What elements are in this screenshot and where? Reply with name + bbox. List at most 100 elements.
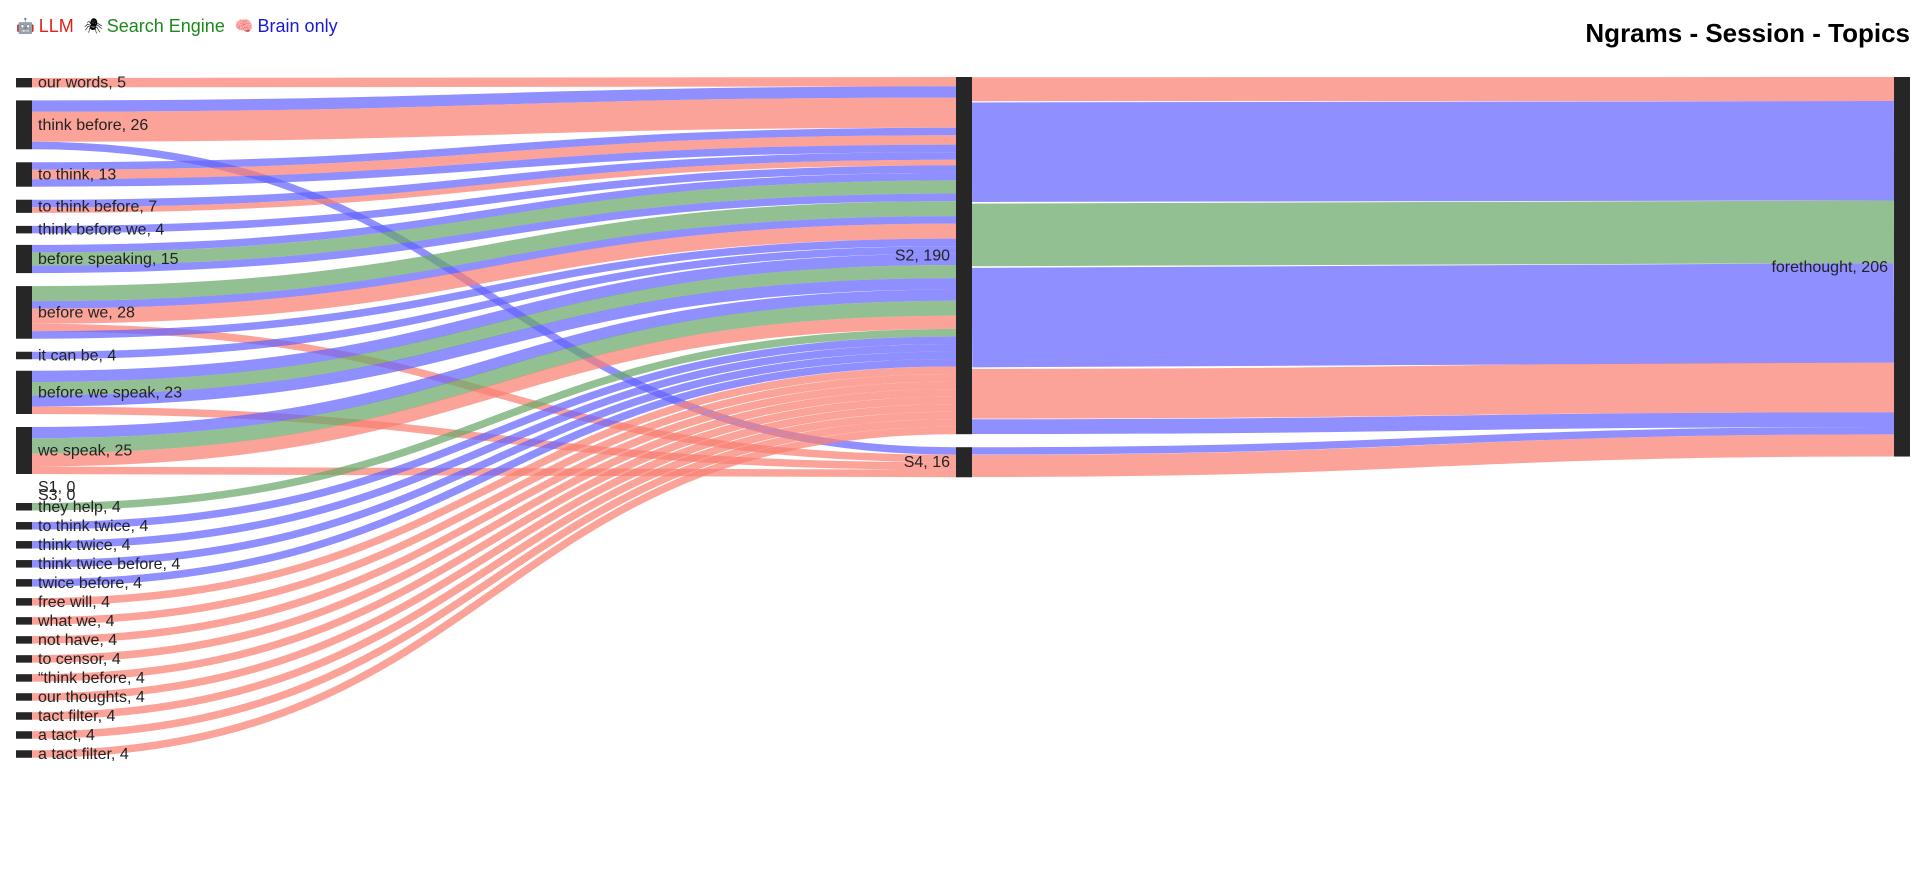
node-label-think-twice-before: think twice before, 4 [38, 556, 180, 573]
node-we-speak[interactable] [16, 427, 32, 474]
link-think-before-to-s2-brain-only[interactable] [31, 86, 957, 112]
link-to-censor-to-s2-llm[interactable] [31, 389, 957, 663]
link-s2-to-forethought-llm[interactable] [971, 362, 1895, 419]
link-before-speaking-to-s2-brain-only[interactable] [31, 172, 957, 253]
node-a-tact[interactable] [16, 731, 32, 739]
node-label-to-think-before: to think before, 7 [38, 198, 157, 215]
node-not-have[interactable] [16, 636, 32, 644]
link-a-tact-to-s2-llm[interactable] [31, 419, 957, 739]
link-before-we-speak-to-s2-search-engine[interactable] [31, 265, 957, 396]
node-before-we-speak[interactable] [16, 370, 32, 414]
node-label-before-we-speak: before we speak, 23 [38, 384, 182, 401]
link-s4-to-forethought-llm[interactable] [971, 434, 1895, 478]
node-a-tact-filter[interactable] [16, 750, 32, 758]
legend-item-brain-only[interactable]: 🧠 Brain only [235, 16, 338, 37]
link-twice-before-to-s2-brain-only[interactable] [31, 359, 957, 587]
node-s2[interactable] [956, 77, 972, 435]
link-not-have-to-s2-llm[interactable] [31, 381, 957, 644]
link-s2-to-forethought-brain-only[interactable] [971, 100, 1895, 202]
legend-item-search-engine[interactable]: 🕷 Search Engine [84, 16, 225, 37]
link-think-before-to-s2-llm[interactable] [31, 396, 957, 682]
node-label-before-speaking: before speaking, 15 [38, 251, 179, 268]
link-before-we-to-s2-llm[interactable] [31, 223, 957, 324]
link-think-before-we-to-s2-brain-only[interactable] [31, 165, 957, 234]
node-think-before[interactable] [16, 674, 32, 682]
node-think-twice-before[interactable] [16, 560, 32, 568]
node-label-our-words: our words, 5 [38, 75, 126, 92]
node-they-help[interactable] [16, 503, 32, 511]
node-to-think[interactable] [16, 162, 32, 187]
link-we-speak-to-s2-search-engine[interactable] [31, 300, 957, 454]
link-a-tact-filter-to-s2-llm[interactable] [31, 426, 957, 758]
link-before-we-to-s2-brain-only[interactable] [31, 216, 957, 309]
link-to-think-to-s2-llm[interactable] [31, 135, 957, 180]
node-before-we[interactable] [16, 286, 32, 339]
link-free-will-to-s2-llm[interactable] [31, 366, 957, 606]
node-what-we[interactable] [16, 617, 32, 625]
node-think-before-we[interactable] [16, 225, 32, 234]
link-think-twice-before-to-s2-brain-only[interactable] [31, 351, 957, 568]
link-our-words-to-s2-llm[interactable] [31, 77, 957, 88]
legend: 🤖 LLM 🕷 Search Engine 🧠 Brain only [16, 16, 338, 37]
link-before-we-to-s2-brain-only[interactable] [31, 238, 957, 339]
node-label-it-can-be: it can be, 4 [38, 348, 116, 365]
node-label-to-think-twice: to think twice, 4 [38, 518, 148, 535]
node-forethought[interactable] [1894, 77, 1910, 457]
node-our-words[interactable] [16, 78, 32, 88]
legend-label-brain-only: Brain only [257, 16, 338, 36]
link-what-we-to-s2-llm[interactable] [31, 374, 957, 625]
node-label-think-before: “think before, 4 [38, 670, 145, 687]
link-think-twice-to-s2-brain-only[interactable] [31, 343, 957, 549]
link-s4-to-forethought-brain-only[interactable] [971, 427, 1895, 455]
node-free-will[interactable] [16, 598, 32, 606]
link-to-think-to-s2-brain-only[interactable] [31, 144, 957, 187]
node-to-think-twice[interactable] [16, 522, 32, 530]
node-tact-filter[interactable] [16, 712, 32, 720]
link-to-think-twice-to-s2-brain-only[interactable] [31, 336, 957, 530]
sankey-nodes [16, 77, 1910, 758]
link-think-before-to-s2-llm[interactable] [31, 97, 957, 142]
link-they-help-to-s2-search-engine[interactable] [31, 328, 957, 511]
spider-icon: 🕷 [83, 18, 103, 35]
node-label-s2: S2, 190 [895, 248, 950, 265]
chart-title: Ngrams - Session - Topics [1585, 18, 1910, 48]
link-we-speak-to-s2-brain-only[interactable] [31, 289, 957, 439]
node-to-censor[interactable] [16, 655, 32, 663]
node-s4[interactable] [956, 447, 972, 478]
link-s2-to-forethought-brain-only[interactable] [971, 263, 1895, 368]
link-to-think-before-to-s2-brain-only[interactable] [31, 152, 957, 208]
link-s2-to-forethought-brain-only[interactable] [971, 412, 1895, 435]
link-before-we-speak-to-s2-brain-only[interactable] [31, 253, 957, 383]
node-think-before[interactable] [16, 100, 32, 150]
link-before-we-speak-to-s4-llm[interactable] [31, 406, 957, 470]
link-tact-filter-to-s2-llm[interactable] [31, 411, 957, 720]
node-label-to-censor: to censor, 4 [38, 651, 121, 668]
link-our-thoughts-to-s2-llm[interactable] [31, 404, 957, 701]
node-label-what-we: what we, 4 [37, 613, 115, 630]
node-to-think-before[interactable] [16, 199, 32, 213]
link-s2-to-forethought-search-engine[interactable] [971, 200, 1895, 267]
node-label-s4: S4, 16 [904, 454, 950, 471]
sankey-labels: our words, 5 think before, 26 to think, 13… [37, 75, 1888, 763]
sankey-links [31, 77, 1895, 758]
link-to-think-before-to-s2-llm[interactable] [31, 159, 957, 213]
node-twice-before[interactable] [16, 579, 32, 587]
node-before-speaking[interactable] [16, 244, 32, 274]
node-it-can-be[interactable] [16, 351, 32, 360]
link-before-we-speak-to-s2-brain-only[interactable] [31, 278, 957, 407]
legend-item-llm[interactable]: 🤖 LLM [16, 16, 74, 37]
robot-icon: 🤖 [16, 18, 35, 35]
node-our-thoughts[interactable] [16, 693, 32, 701]
link-to-think-to-s2-brain-only[interactable] [31, 127, 957, 170]
link-before-we-to-s2-search-engine[interactable] [31, 201, 957, 302]
link-before-speaking-to-s2-brain-only[interactable] [31, 193, 957, 274]
link-it-can-be-to-s2-brain-only[interactable] [31, 246, 957, 360]
node-label-tact-filter: tact filter, 4 [38, 708, 115, 725]
brain-icon: 🧠 [234, 18, 254, 35]
node-label-not-have: not have, 4 [38, 632, 117, 649]
link-before-speaking-to-s2-search-engine[interactable] [31, 180, 957, 266]
link-we-speak-to-s2-llm[interactable] [31, 315, 957, 467]
node-label-twice-before: twice before, 4 [38, 575, 142, 592]
node-think-twice[interactable] [16, 541, 32, 549]
